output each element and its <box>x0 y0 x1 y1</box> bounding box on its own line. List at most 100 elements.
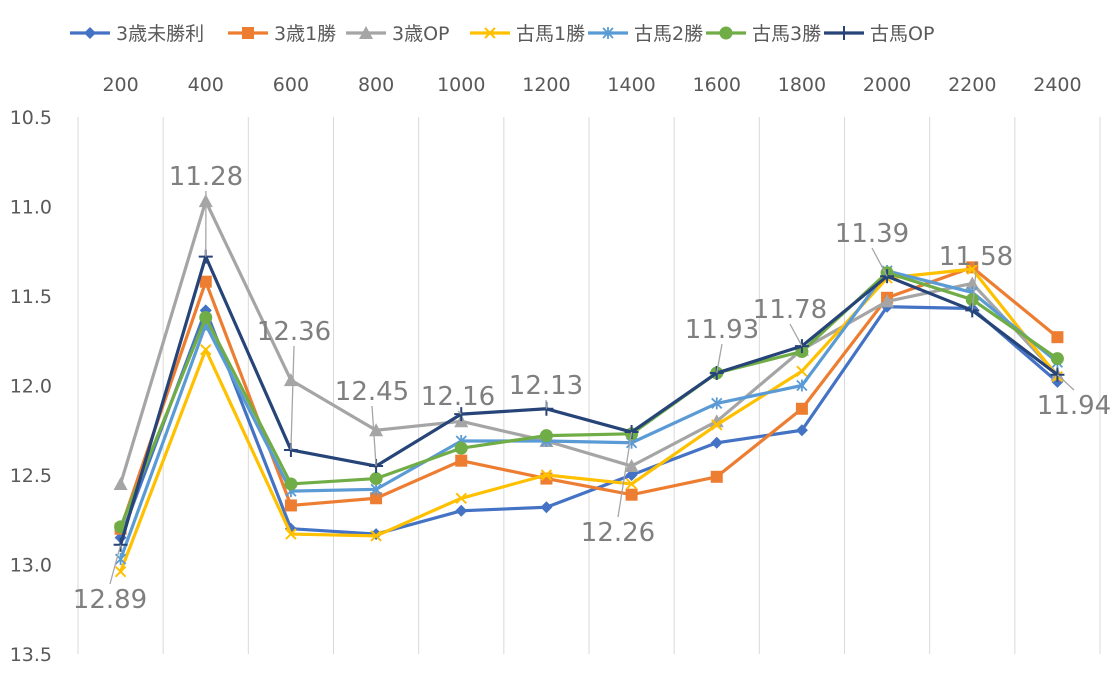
data-label: 12.45 <box>335 377 409 407</box>
data-point <box>199 310 213 324</box>
data-point <box>370 483 382 496</box>
data-point <box>795 402 808 415</box>
legend-item: 古馬3勝 <box>706 23 821 45</box>
x-tick-label: 1000 <box>437 74 485 96</box>
data-label: 11.93 <box>685 315 759 345</box>
leader-line <box>109 544 122 585</box>
data-point <box>1050 352 1064 366</box>
data-point <box>370 492 383 505</box>
data-point <box>113 476 128 490</box>
legend-label: 古馬3勝 <box>752 23 821 45</box>
y-tick-label: 10.5 <box>10 107 52 129</box>
data-point <box>965 293 979 307</box>
data-point <box>369 423 384 437</box>
series-1 <box>114 261 1064 535</box>
x-tick-label: 400 <box>188 74 224 96</box>
legend-label: 3歳1勝 <box>274 23 336 45</box>
data-point <box>711 397 723 410</box>
data-point <box>370 530 382 542</box>
leader-line <box>617 431 633 518</box>
x-tick-label: 2400 <box>1033 74 1081 96</box>
data-point <box>965 276 980 290</box>
data-label: 11.39 <box>835 219 909 249</box>
legend-item: 3歳OP <box>346 23 450 45</box>
y-tick-label: 12.0 <box>10 376 52 398</box>
data-label: 12.13 <box>509 371 583 401</box>
data-point <box>284 477 298 491</box>
legend-label: 古馬OP <box>870 23 934 45</box>
x-tick-label: 1600 <box>693 74 741 96</box>
data-point <box>710 470 723 483</box>
data-point <box>200 343 212 356</box>
series-line <box>119 199 1059 485</box>
series-line <box>119 265 1059 530</box>
leader-line <box>290 345 295 450</box>
x-tick-label: 600 <box>273 74 309 96</box>
data-point <box>711 419 723 431</box>
data-point <box>369 472 383 486</box>
y-tick-label: 11.0 <box>10 197 52 219</box>
data-label: 11.78 <box>753 295 827 325</box>
data-point <box>794 339 809 354</box>
legend-marker <box>837 26 851 40</box>
legend-item: 古馬2勝 <box>588 23 703 45</box>
legend-item: 3歳未勝利 <box>70 23 204 45</box>
data-point <box>455 504 468 517</box>
data-label: 12.89 <box>73 585 147 615</box>
legend-label: 3歳OP <box>392 23 450 45</box>
legend-marker <box>484 27 496 39</box>
data-label: 12.36 <box>257 317 331 347</box>
series-line <box>119 269 1059 560</box>
data-point <box>1051 331 1064 344</box>
series-line <box>119 255 1059 546</box>
data-point <box>454 441 468 455</box>
x-tick-label: 2000 <box>863 74 911 96</box>
data-point <box>795 424 808 437</box>
leader-line <box>871 247 888 277</box>
data-point <box>199 275 212 288</box>
data-point <box>625 478 638 490</box>
x-tick-label: 1400 <box>607 74 655 96</box>
x-tick-label: 800 <box>358 74 394 96</box>
data-point <box>796 379 808 392</box>
legend-marker <box>84 27 96 39</box>
data-point <box>625 488 638 501</box>
x-tick-label: 2200 <box>948 74 996 96</box>
data-label: 11.58 <box>939 242 1013 272</box>
x-tick-label: 1200 <box>522 74 570 96</box>
legend-label: 古馬2勝 <box>634 23 703 45</box>
data-point <box>455 454 468 467</box>
data-label: 11.28 <box>169 162 243 192</box>
legend-marker <box>602 27 614 39</box>
y-tick-label: 11.5 <box>10 286 52 308</box>
data-label: 11.94 <box>1037 391 1111 421</box>
legend-label: 古馬1勝 <box>516 23 585 45</box>
series-line <box>119 305 1059 539</box>
legend-item: 3歳1勝 <box>228 23 336 45</box>
data-point <box>285 528 297 540</box>
data-point <box>880 294 895 308</box>
leader-line <box>971 270 977 311</box>
data-point <box>540 501 553 514</box>
leader-line <box>457 410 462 415</box>
data-label: 12.16 <box>421 382 495 412</box>
data-point <box>624 459 639 473</box>
data-point <box>539 429 553 443</box>
leader-line <box>1056 374 1075 391</box>
data-point <box>710 436 723 449</box>
data-point <box>540 469 553 481</box>
data-point <box>283 373 298 387</box>
legend-marker <box>719 26 733 40</box>
data-point <box>114 565 127 578</box>
leader-line <box>371 405 377 467</box>
data-label: 12.26 <box>581 518 655 548</box>
legend-item: 古馬1勝 <box>470 23 585 45</box>
x-tick-label: 200 <box>102 74 138 96</box>
data-point <box>796 365 808 377</box>
data-point <box>284 499 297 512</box>
leader-line <box>789 323 803 347</box>
y-tick-label: 12.5 <box>10 465 52 487</box>
legend-marker <box>242 27 254 39</box>
